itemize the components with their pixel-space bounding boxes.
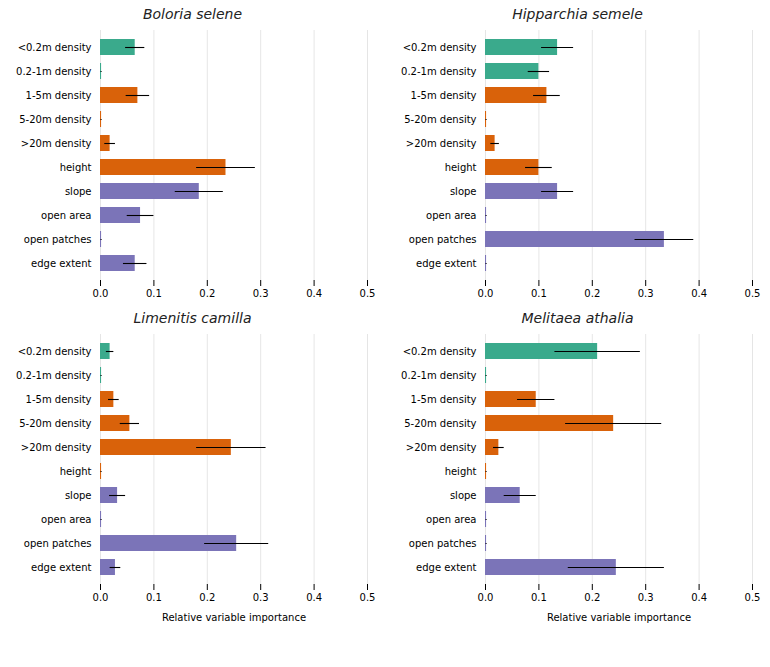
svg-text:open patches: open patches [24,538,92,549]
svg-text:1-5m density: 1-5m density [26,90,92,101]
svg-text:1-5m density: 1-5m density [411,90,477,101]
svg-text:Relative variable importance: Relative variable importance [547,612,691,623]
svg-text:<0.2m density: <0.2m density [18,42,92,53]
html-text:Hipparchia semele: Hipparchia semele [512,6,643,22]
svg-text:0.2-1m density: 0.2-1m density [16,66,92,77]
svg-text:0.3: 0.3 [253,592,269,603]
svg-text:0.4: 0.4 [306,288,322,299]
svg-text:edge extent: edge extent [416,562,476,573]
svg-text:height: height [445,466,477,477]
svg-text:open area: open area [426,210,476,221]
svg-text:0.5: 0.5 [745,592,761,603]
svg-text:height: height [445,162,477,173]
svg-text:open patches: open patches [409,234,477,245]
svg-text:<0.2m density: <0.2m density [403,42,477,53]
svg-text:5-20m density: 5-20m density [19,418,91,429]
svg-text:0.3: 0.3 [638,288,654,299]
svg-text:0.2-1m density: 0.2-1m density [16,370,92,381]
svg-text:1-5m density: 1-5m density [411,394,477,405]
svg-text:slope: slope [450,490,477,501]
svg-text:0.1: 0.1 [146,288,162,299]
svg-text:0.3: 0.3 [253,288,269,299]
svg-text:>20m density: >20m density [21,138,92,149]
svg-text:<0.2m density: <0.2m density [18,346,92,357]
svg-text:0.2: 0.2 [199,592,215,603]
html-text:Melitaea athalia: Melitaea athalia [521,310,634,326]
svg-text:slope: slope [65,186,92,197]
html-text:Boloria selene: Boloria selene [142,6,243,22]
svg-text:height: height [60,466,92,477]
svg-text:Relative variable importance: Relative variable importance [162,612,306,623]
svg-text:slope: slope [65,490,92,501]
svg-text:0.1: 0.1 [146,592,162,603]
svg-text:0.2: 0.2 [199,288,215,299]
svg-text:0.4: 0.4 [306,592,322,603]
svg-text:0.5: 0.5 [360,592,376,603]
svg-text:open patches: open patches [409,538,477,549]
svg-text:slope: slope [450,186,477,197]
svg-text:0.1: 0.1 [531,288,547,299]
svg-text:open area: open area [41,514,91,525]
svg-text:0.0: 0.0 [478,288,494,299]
svg-text:open patches: open patches [24,234,92,245]
svg-text:edge extent: edge extent [416,258,476,269]
svg-text:5-20m density: 5-20m density [404,418,476,429]
svg-text:0.2-1m density: 0.2-1m density [401,66,477,77]
svg-text:5-20m density: 5-20m density [404,114,476,125]
svg-text:5-20m density: 5-20m density [19,114,91,125]
svg-text:0.0: 0.0 [93,592,109,603]
svg-text:0.5: 0.5 [745,288,761,299]
svg-text:open area: open area [41,210,91,221]
svg-text:>20m density: >20m density [406,138,477,149]
svg-text:1-5m density: 1-5m density [26,394,92,405]
svg-text:0.3: 0.3 [638,592,654,603]
svg-text:open area: open area [426,514,476,525]
svg-text:>20m density: >20m density [21,442,92,453]
svg-text:edge extent: edge extent [31,258,91,269]
svg-text:0.5: 0.5 [360,288,376,299]
svg-text:>20m density: >20m density [406,442,477,453]
svg-text:edge extent: edge extent [31,562,91,573]
svg-text:0.0: 0.0 [478,592,494,603]
svg-text:0.4: 0.4 [691,592,707,603]
svg-text:height: height [60,162,92,173]
svg-text:<0.2m density: <0.2m density [403,346,477,357]
svg-text:0.2: 0.2 [584,592,600,603]
svg-text:0.4: 0.4 [691,288,707,299]
html-text:Limenitis camilla: Limenitis camilla [133,310,252,326]
svg-text:0.0: 0.0 [93,288,109,299]
svg-text:0.2-1m density: 0.2-1m density [401,370,477,381]
svg-text:0.1: 0.1 [531,592,547,603]
svg-text:0.2: 0.2 [584,288,600,299]
